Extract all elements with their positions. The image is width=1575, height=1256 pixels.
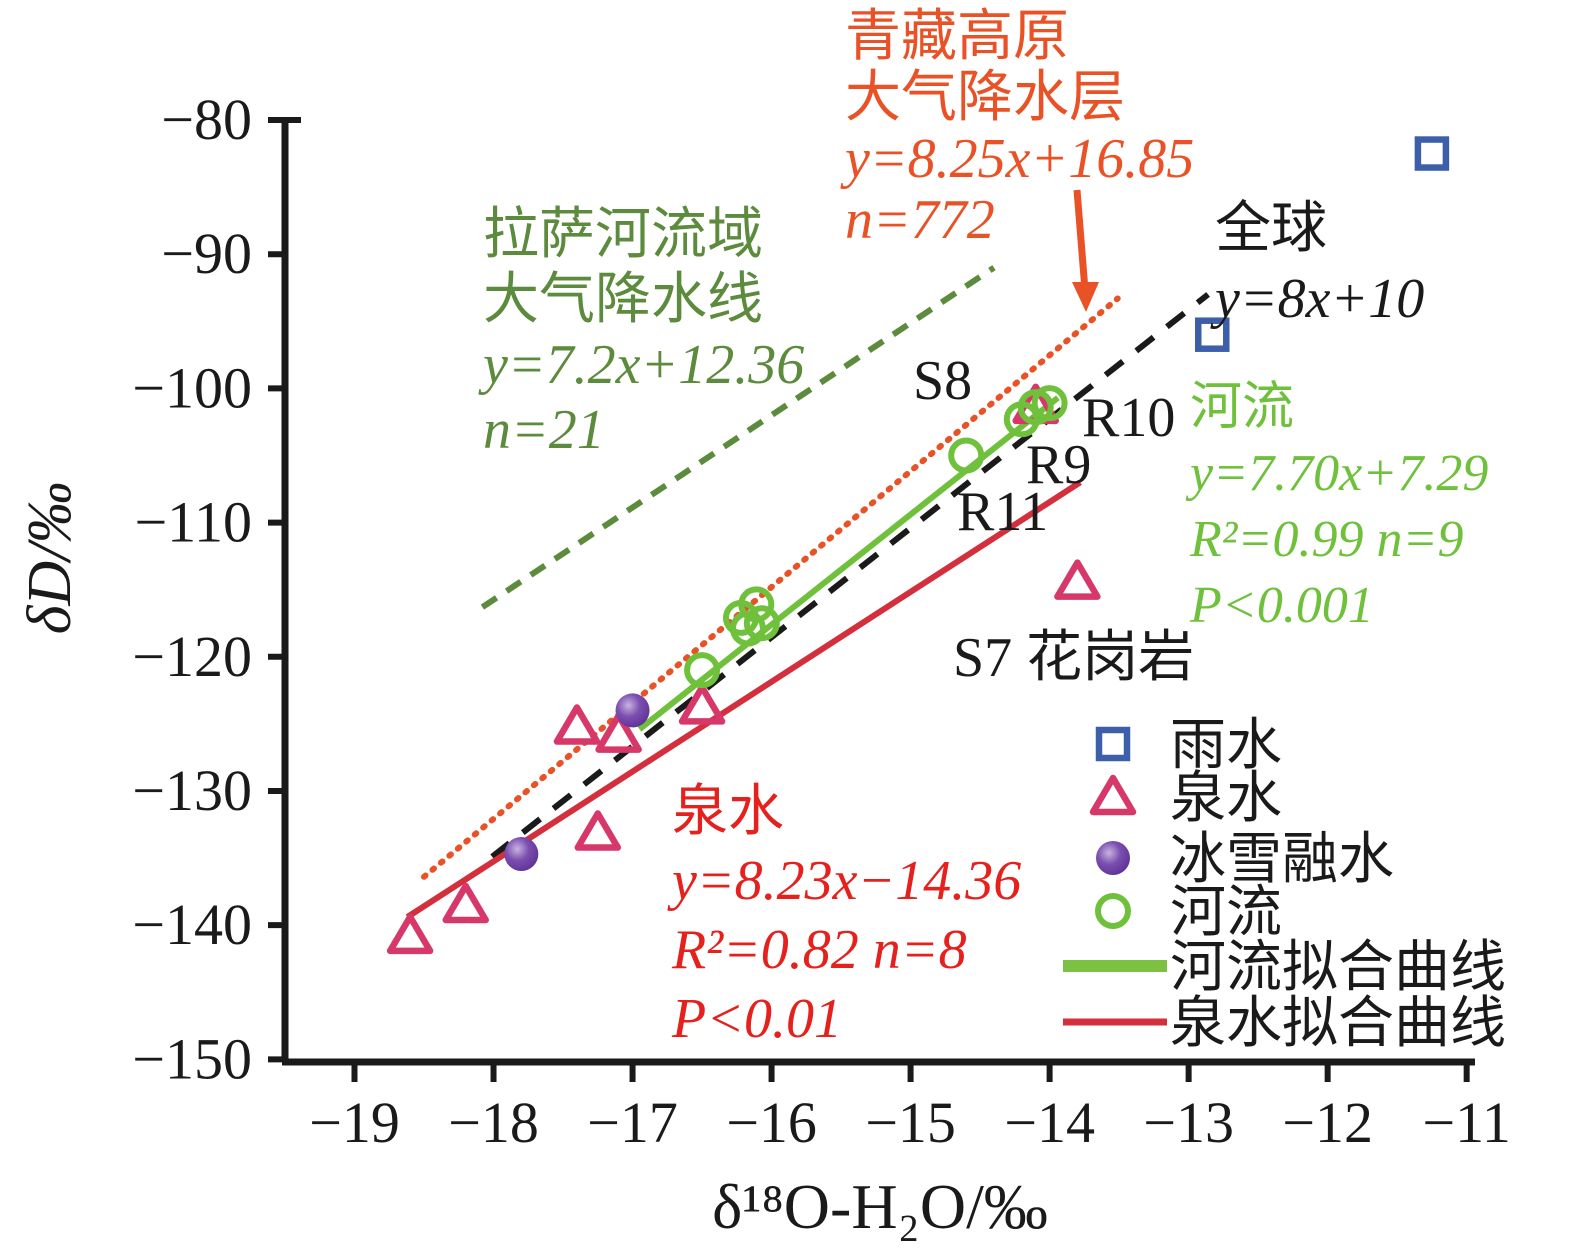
spring-point — [595, 712, 642, 753]
global-label: 全球 — [1215, 198, 1327, 260]
x-axis-tick-label: −17 — [587, 1090, 678, 1155]
spring-fit-label: P<0.01 — [671, 988, 842, 1050]
melt-point — [615, 693, 650, 728]
spring-fit-label: 泉水 — [672, 781, 784, 843]
river-fit-label: y=7.70x+7.29 — [1185, 445, 1488, 502]
legend-swatch-冰雪融水 — [1096, 841, 1130, 875]
data-points — [386, 136, 1450, 955]
legend-swatch-河流 — [1095, 893, 1131, 929]
legend-label: 泉水拟合曲线 — [1170, 993, 1506, 1055]
point-label: R10 — [1082, 387, 1175, 449]
y-axis-tick-label: −130 — [132, 758, 252, 823]
annotations: 青藏高原大气降水层y=8.25x+16.85n=772拉萨河流域大气降水线y=7… — [478, 6, 1488, 1050]
y-axis-tick-label: −100 — [132, 355, 252, 420]
x-axis-title: δ¹⁸O-H₂O/‰ — [712, 1171, 1048, 1242]
river-fit-label: P<0.001 — [1189, 577, 1374, 634]
spring-point — [386, 913, 434, 955]
point-label: S8 — [913, 350, 972, 412]
y-axis-tick-label: −150 — [132, 1026, 252, 1091]
x-axis-tick-label: −12 — [1282, 1090, 1373, 1155]
x-axis-tick-label: −18 — [448, 1090, 539, 1155]
y-axis-tick-label: −80 — [161, 87, 252, 152]
legend-label: 冰雪融水 — [1170, 829, 1394, 891]
axes: −19 −18 −17 −16 −15 −14 −13 −12 −11 −150 −140 −130 −… — [132, 87, 1511, 1155]
point-label: S7 花岗岩 — [953, 627, 1194, 689]
x-axis-tick-label: −16 — [726, 1090, 817, 1155]
spring-point — [574, 810, 622, 851]
tibet-meteoric-label: n=772 — [845, 189, 995, 251]
river-fit-line — [637, 395, 1060, 732]
point-label: R11 — [957, 481, 1048, 543]
y-axis-tick-label: −140 — [132, 892, 252, 957]
lhasa-meteoric-label: y=7.2x+12.36 — [478, 334, 804, 396]
x-axis-tick-label: −15 — [865, 1090, 956, 1155]
tibet-meteoric-label: 大气降水层 — [845, 67, 1125, 129]
tibet-meteoric-label: 青藏高原 — [845, 6, 1069, 68]
x-axis-tick-label: −11 — [1422, 1090, 1511, 1155]
y-axis-tick-label: −110 — [134, 490, 252, 555]
river-point — [948, 437, 985, 474]
spring-point — [442, 882, 489, 924]
lhasa-meteoric-label: 拉萨河流域 — [483, 204, 763, 266]
spring-fit-label: R²=0.82 n=8 — [671, 919, 967, 981]
x-axis-tick-label: −13 — [1143, 1090, 1234, 1155]
y-axis-title: δD/‰ — [16, 482, 84, 635]
legend-swatch-雨水 — [1095, 726, 1131, 762]
legend-label: 雨水 — [1170, 715, 1282, 777]
global-meteoric-line — [490, 292, 1210, 860]
x-axis-tick-label: −19 — [309, 1090, 400, 1155]
legend-label: 河流拟合曲线 — [1170, 937, 1506, 999]
spring-point — [678, 684, 726, 725]
spring-fit-label: y=8.23x−14.36 — [667, 850, 1021, 912]
river-point — [684, 652, 721, 689]
global-label: y=8x+10 — [1210, 268, 1424, 330]
legend-swatch-泉水 — [1089, 774, 1137, 816]
lhasa-meteoric-line — [480, 265, 996, 610]
y-axis-tick-label: −90 — [161, 221, 252, 286]
melt-point — [504, 837, 539, 872]
river-point — [729, 610, 766, 647]
point-label: R9 — [1026, 434, 1091, 496]
tibet-meteoric-line — [421, 295, 1121, 880]
legend-label: 河流 — [1170, 882, 1282, 944]
annotation-arrow-shaft — [1073, 189, 1089, 291]
rain-point — [1195, 317, 1230, 352]
x-axis-tick-label: −14 — [1004, 1090, 1095, 1155]
spring-point — [1054, 559, 1101, 600]
annotation-arrow-head — [1072, 282, 1099, 312]
legend-label: 泉水 — [1170, 768, 1282, 830]
lhasa-meteoric-label: n=21 — [483, 399, 605, 461]
river-fit-label: 河流 — [1190, 379, 1294, 436]
rain-point — [1414, 136, 1450, 171]
lhasa-meteoric-label: 大气降水线 — [483, 269, 763, 331]
river-point — [1003, 401, 1040, 438]
y-axis-tick-label: −120 — [132, 624, 252, 689]
spring-point — [553, 704, 601, 745]
river-fit-label: R²=0.99 n=9 — [1189, 511, 1464, 568]
tibet-meteoric-label: y=8.25x+16.85 — [840, 128, 1194, 190]
